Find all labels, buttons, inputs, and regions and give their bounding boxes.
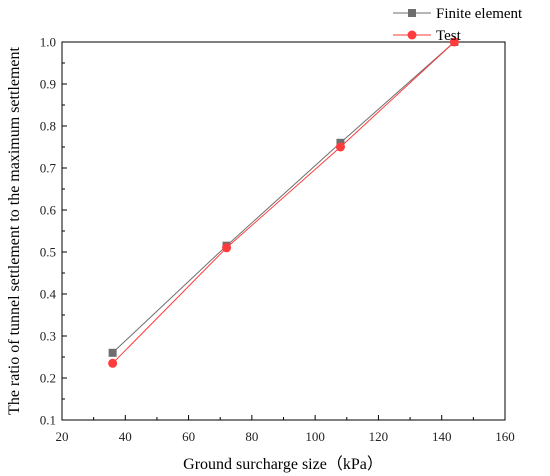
y-tick-label: 0.5 (40, 245, 56, 260)
series-layer (108, 37, 459, 368)
x-axis-title: Ground surcharge size（kPa） (183, 455, 383, 473)
y-tick-label: 0.6 (40, 203, 57, 218)
x-tick-label: 20 (56, 429, 69, 444)
y-tick-label: 1.0 (40, 35, 56, 50)
legend: Finite element Test (393, 6, 523, 44)
x-tick-label: 80 (245, 429, 258, 444)
data-point-circle (222, 243, 232, 253)
x-axis: 20 40 60 80 100 120 140 160 (56, 415, 515, 444)
legend-label: Finite element (436, 6, 523, 22)
x-tick-label: 100 (305, 429, 325, 444)
y-tick-label: 0.7 (40, 161, 57, 176)
data-point-circle (449, 37, 459, 47)
x-tick-label: 60 (182, 429, 195, 444)
plot-frame (61, 41, 506, 421)
data-point-circle (335, 142, 345, 152)
x-tick-label: 140 (432, 429, 452, 444)
series-line-0 (112, 41, 455, 354)
y-tick-label: 0.8 (40, 119, 56, 134)
y-axis-title: The ratio of tunnel settlement to the ma… (6, 46, 23, 414)
series-line-1 (112, 41, 455, 364)
y-axis: 0.1 0.2 0.3 0.4 0.5 0.6 0.7 0.8 0.9 1.0 (40, 35, 67, 428)
legend-square-marker (408, 9, 416, 17)
y-tick-label: 0.2 (40, 371, 56, 386)
legend-label: Test (436, 28, 462, 44)
data-point-circle (108, 358, 118, 368)
x-tick-label: 160 (495, 429, 515, 444)
data-point-square (108, 348, 117, 357)
y-tick-label: 0.4 (40, 287, 57, 302)
legend-circle-marker (407, 30, 417, 40)
x-tick-label: 120 (369, 429, 389, 444)
x-tick-label: 40 (119, 429, 132, 444)
y-tick-label: 0.9 (40, 77, 56, 92)
y-tick-label: 0.3 (40, 329, 56, 344)
y-tick-label: 0.1 (40, 413, 56, 428)
